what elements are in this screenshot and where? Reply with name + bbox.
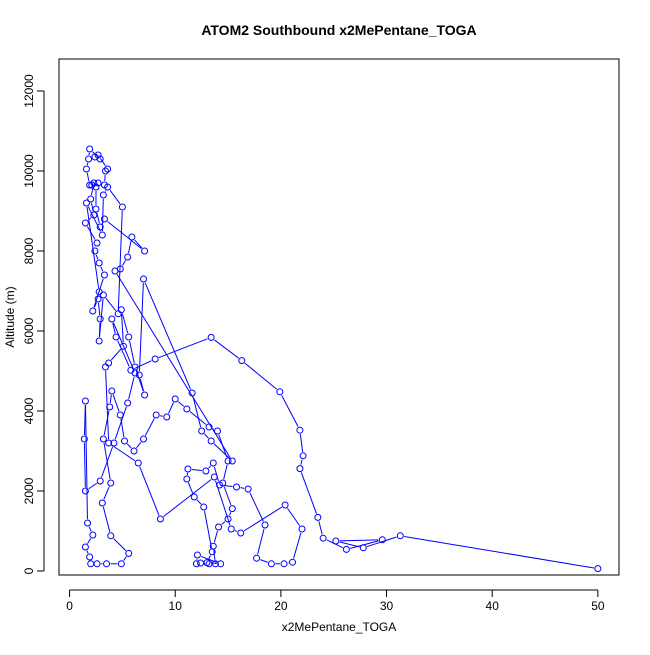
x-tick-label: 10 xyxy=(169,599,183,613)
x-tick-label: 20 xyxy=(274,599,288,613)
y-axis-label: Altitude (m) xyxy=(3,286,17,347)
y-tick-label: 4000 xyxy=(22,397,36,424)
y-tick-label: 6000 xyxy=(22,317,36,344)
chart-title: ATOM2 Southbound x2MePentane_TOGA xyxy=(201,22,476,38)
series-line-segment xyxy=(160,416,163,417)
x-tick-label: 40 xyxy=(486,599,500,613)
x-tick-label: 0 xyxy=(66,599,73,613)
x-tick-label: 50 xyxy=(591,599,605,613)
series-line-segment xyxy=(240,488,244,489)
y-tick-label: 0 xyxy=(22,567,36,574)
x-axis-label: x2MePentane_TOGA xyxy=(282,620,397,634)
y-tick-label: 12000 xyxy=(22,74,36,108)
y-tick-label: 2000 xyxy=(22,477,36,504)
y-tick-label: 8000 xyxy=(22,237,36,264)
y-tick-label: 10000 xyxy=(22,154,36,188)
x-tick-label: 30 xyxy=(380,599,394,613)
